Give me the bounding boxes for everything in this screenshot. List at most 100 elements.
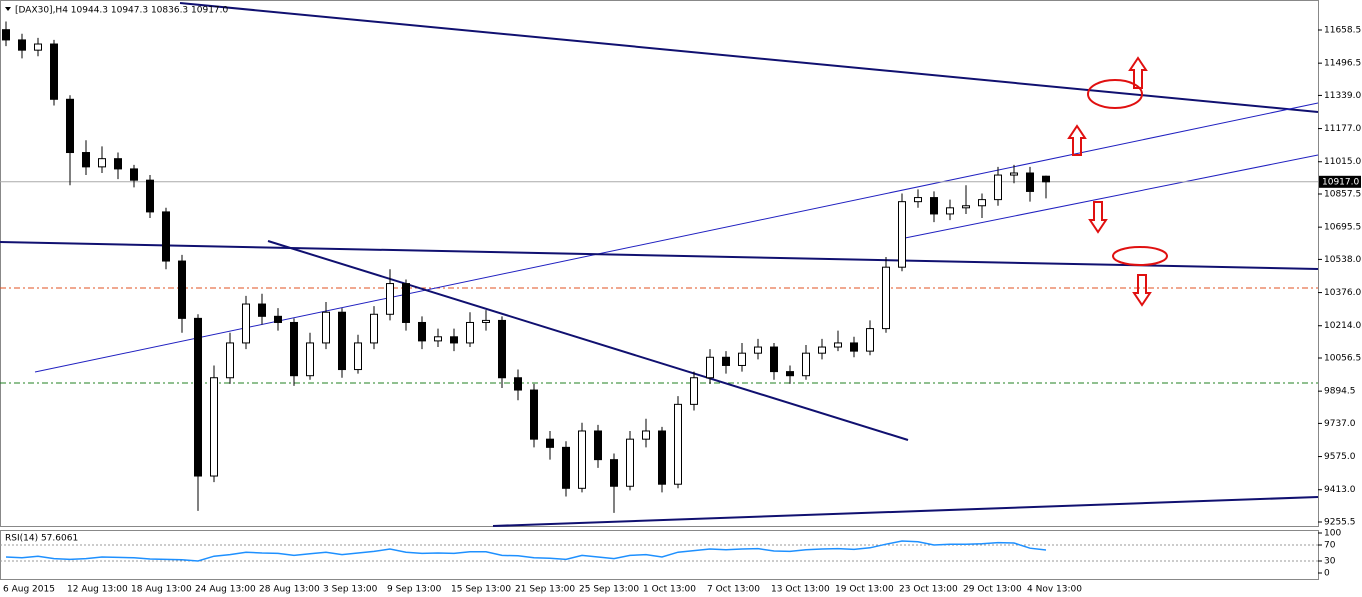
- candle-body: [50, 43, 58, 100]
- candle-body: [994, 174, 1002, 201]
- x-tick-label: 25 Sep 13:00: [579, 585, 639, 595]
- candle-body: [946, 207, 954, 215]
- candle-body: [2, 29, 10, 41]
- candle-body: [130, 168, 138, 181]
- candle-body: [306, 342, 314, 377]
- current-price-label: 10917.0: [1322, 177, 1359, 187]
- candle-body: [210, 377, 218, 477]
- arrow-down: [1132, 274, 1152, 307]
- candle-body: [178, 260, 186, 319]
- candle-body: [978, 199, 986, 207]
- y-tick-label: 0: [1324, 569, 1330, 579]
- candle-body: [610, 459, 618, 487]
- x-tick-label: 12 Aug 13:00: [67, 585, 128, 595]
- x-tick-label: 1 Oct 13:00: [643, 585, 696, 595]
- x-tick-label: 18 Aug 13:00: [131, 585, 192, 595]
- candle-body: [1026, 172, 1034, 192]
- y-tick-label: 9575.0: [1324, 452, 1356, 462]
- candle-body: [370, 313, 378, 344]
- candle-body: [434, 336, 442, 342]
- x-tick-label: 13 Oct 13:00: [771, 585, 830, 595]
- x-tick-label: 9 Sep 13:00: [387, 585, 442, 595]
- candle-body: [66, 98, 74, 154]
- candle-body: [322, 311, 330, 344]
- y-tick-label: 10538.0: [1324, 255, 1361, 265]
- candle-body: [626, 438, 634, 487]
- candle-body: [658, 430, 666, 485]
- candle-body: [114, 158, 122, 170]
- candle-body: [34, 43, 42, 51]
- candle-body: [274, 315, 282, 323]
- x-tick-label: 15 Sep 13:00: [451, 585, 511, 595]
- candle-body: [802, 352, 810, 377]
- y-tick-label: 10857.5: [1324, 189, 1361, 199]
- candle-body: [722, 356, 730, 366]
- candle-body: [642, 430, 650, 440]
- candle-body: [706, 356, 714, 379]
- y-tick-label: 70: [1324, 541, 1336, 551]
- y-tick-label: 10214.0: [1324, 321, 1361, 331]
- y-tick-label: 10695.5: [1324, 223, 1361, 233]
- candle-body: [514, 377, 522, 391]
- y-tick-label: 10376.0: [1324, 288, 1361, 298]
- rsi-panel: [0, 530, 1319, 580]
- arrow-up: [1128, 56, 1148, 89]
- candle-body: [1010, 172, 1018, 176]
- trend-line: [492, 496, 1319, 527]
- candle-body: [562, 446, 570, 489]
- trend-line: [267, 240, 909, 441]
- candle-body: [498, 319, 506, 379]
- current-price-box: [1319, 175, 1361, 188]
- candle-body: [418, 321, 426, 342]
- chart-title: [DAX30],H4 10944.3 10947.3 10836.3 10917…: [15, 6, 229, 16]
- y-tick-label: 11339.0: [1324, 91, 1361, 101]
- arrow-up: [1067, 124, 1087, 156]
- x-tick-label: 29 Oct 13:00: [963, 585, 1022, 595]
- trend-line: [904, 154, 1319, 239]
- x-tick-label: 3 Sep 13:00: [323, 585, 378, 595]
- candle-body: [914, 197, 922, 203]
- y-tick-label: 9255.5: [1324, 517, 1356, 527]
- candle-body: [690, 377, 698, 405]
- candle-body: [770, 346, 778, 373]
- candle-body: [818, 346, 826, 354]
- candle-body: [162, 211, 170, 262]
- x-tick-label: 24 Aug 13:00: [195, 585, 256, 595]
- candle-body: [834, 342, 842, 348]
- candle-body: [530, 389, 538, 440]
- candle-body: [786, 371, 794, 377]
- x-tick-label: 19 Oct 13:00: [835, 585, 894, 595]
- candle-body: [962, 205, 970, 209]
- candle-body: [194, 317, 202, 477]
- candle-body: [1042, 175, 1050, 183]
- y-tick-label: 11658.5: [1324, 25, 1361, 35]
- candle-body: [866, 328, 874, 352]
- candle-body: [18, 39, 26, 51]
- y-tick-label: 11177.0: [1324, 124, 1361, 134]
- candle-body: [258, 303, 266, 317]
- candle-body: [450, 336, 458, 344]
- y-tick-label: 9894.5: [1324, 387, 1356, 397]
- candle-body: [674, 403, 682, 485]
- candle-body: [466, 321, 474, 344]
- candle-body: [594, 430, 602, 461]
- y-tick-label: 9413.0: [1324, 485, 1356, 495]
- trend-line: [179, 2, 1319, 113]
- x-tick-label: 21 Sep 13:00: [515, 585, 575, 595]
- arrow-down: [1088, 201, 1108, 234]
- candle-body: [290, 321, 298, 377]
- candle-body: [386, 283, 394, 315]
- x-tick-label: 23 Oct 13:00: [899, 585, 958, 595]
- candle-body: [738, 352, 746, 366]
- y-tick-label: 9737.0: [1324, 419, 1356, 429]
- candle-body: [546, 438, 554, 448]
- candle-body: [242, 303, 250, 344]
- y-tick-label: 30: [1324, 557, 1336, 567]
- candle-body: [754, 346, 762, 354]
- candle-body: [82, 152, 90, 168]
- y-tick-label: 11496.5: [1324, 59, 1361, 69]
- candle-body: [402, 283, 410, 323]
- candle-body: [882, 266, 890, 330]
- candle-body: [578, 430, 586, 489]
